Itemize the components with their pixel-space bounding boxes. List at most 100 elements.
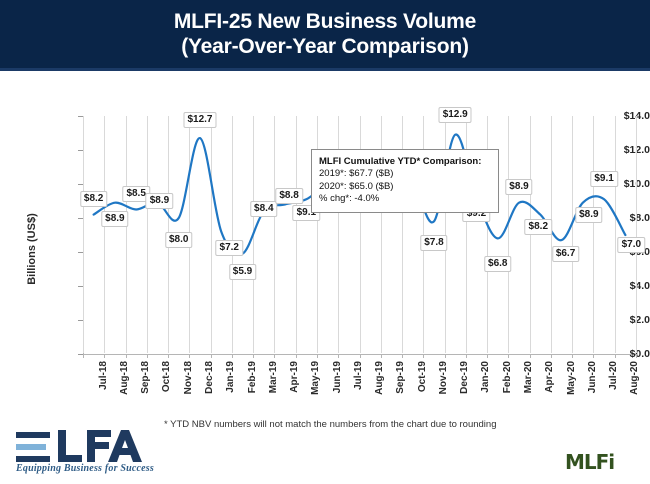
data-point-label: $12.9 [438, 106, 472, 123]
data-point-label: $6.7 [551, 246, 580, 263]
data-point-label: $8.9 [101, 210, 129, 227]
data-point-label: $8.9 [145, 192, 174, 209]
x-axis-tick-mark [210, 354, 212, 358]
y-axis-tick-label: $2.0 [629, 314, 650, 326]
x-axis-tick-mark [529, 354, 531, 358]
gridline [593, 116, 595, 353]
x-axis-tick-mark [295, 354, 297, 358]
x-axis-tick-mark [508, 354, 510, 358]
y-axis-tick-mark [78, 320, 83, 321]
gridline [316, 116, 318, 353]
x-axis-tick-mark [338, 354, 340, 358]
data-point-label: $8.0 [164, 232, 193, 248]
x-axis-tick-label: Sep-18 [140, 361, 152, 394]
y-axis-tick-mark [78, 150, 83, 151]
y-axis-tick-label: $0.0 [629, 348, 650, 360]
gridline [380, 116, 382, 353]
gridline [550, 116, 552, 353]
x-axis-tick-label: Jan-20 [480, 361, 492, 393]
callout-row-2020: 2020*: $65.0 ($B) [319, 180, 394, 192]
data-point-label: $9.1 [590, 171, 618, 188]
x-axis-tick-label: Aug-20 [629, 361, 641, 395]
x-axis-tick-mark [168, 354, 170, 358]
x-axis-tick-label: May-19 [310, 361, 322, 395]
x-axis-tick-label: Aug-19 [374, 361, 386, 395]
x-axis-tick-label: May-20 [565, 361, 577, 395]
y-axis-tick-mark [78, 218, 83, 219]
x-axis-tick-label: Jun-19 [331, 361, 343, 394]
x-axis-tick-mark [572, 354, 574, 358]
x-axis-tick-label: Dec-18 [203, 361, 215, 394]
data-point-label: $8.2 [524, 218, 553, 235]
x-axis-tick-mark [636, 354, 637, 358]
y-axis-tick-mark [78, 252, 83, 253]
ytd-comparison-callout: MLFI Cumulative YTD* Comparison: 2019*: … [311, 149, 499, 213]
y-axis-tick-label: $4.0 [629, 280, 650, 292]
chart-container: Billions (US$) $0.0$2.0$4.0$6.0$8.0$10.0… [0, 68, 650, 416]
data-point-label: $6.8 [484, 256, 512, 273]
x-axis-tick-label: Nov-18 [182, 361, 194, 395]
page-title-line-1: MLFI-25 New Business Volume [173, 10, 477, 33]
x-axis-tick-label: Oct-19 [416, 361, 428, 393]
x-axis-tick-mark [359, 354, 361, 358]
y-axis-tick-mark [78, 354, 83, 355]
gridline [402, 116, 404, 353]
x-axis-tick-label: Jul-20 [608, 361, 620, 390]
gridline [125, 116, 127, 353]
elfa-logo [16, 430, 142, 462]
gridline [295, 116, 297, 353]
data-point-label: $8.9 [505, 178, 533, 195]
x-axis-tick-mark [593, 354, 595, 358]
x-axis-tick-mark [614, 354, 616, 358]
gridline [487, 116, 489, 353]
elfa-tagline: Equipping Business for Success [16, 463, 154, 474]
y-axis-tick-mark [78, 116, 83, 117]
data-point-label: $7.8 [420, 235, 448, 252]
x-axis-tick-mark [487, 354, 489, 358]
gridline [274, 116, 276, 353]
x-axis-tick-label: Feb-20 [501, 361, 513, 394]
x-axis-tick-label: Aug-18 [118, 361, 130, 395]
data-point-label: $12.7 [183, 112, 217, 129]
x-axis-tick-label: Mar-19 [267, 361, 279, 394]
data-point-label: $8.8 [275, 188, 303, 205]
mlfi-logo: MLFi [565, 450, 615, 474]
callout-row-2019: 2019*: $67.7 ($B) [319, 168, 394, 179]
gridline [104, 116, 106, 353]
data-point-label: $8.4 [250, 201, 278, 218]
x-axis-tick-label: Jan-19 [225, 361, 237, 393]
x-axis-tick-mark [231, 354, 233, 358]
x-axis-tick-label: Dec-19 [459, 361, 471, 394]
x-axis-tick-label: Jul-18 [97, 361, 109, 390]
x-axis-tick-label: Sep-19 [395, 361, 407, 394]
title-banner: MLFI-25 New Business Volume (Year-Over-Y… [0, 0, 650, 71]
data-point-label: $5.9 [228, 263, 257, 280]
x-axis-tick-label: Apr-20 [544, 361, 556, 393]
x-axis-tick-mark [274, 354, 276, 358]
callout-row-pct-change: % chg*: -4.0% [319, 193, 380, 204]
gridline [465, 116, 467, 353]
gridline [572, 116, 574, 353]
gridline [338, 116, 340, 353]
x-axis-tick-label: Feb-19 [246, 361, 258, 394]
x-axis-tick-mark [104, 354, 106, 358]
x-axis-tick-mark [444, 354, 446, 358]
gridline [231, 116, 233, 353]
y-axis-tick-mark [78, 286, 83, 287]
gridline [614, 116, 616, 353]
x-axis-tick-label: Jul-19 [352, 361, 364, 390]
x-axis-tick-mark [402, 354, 404, 358]
x-axis-tick-mark [253, 354, 255, 358]
gridline [83, 116, 84, 353]
x-axis-tick-label: Apr-19 [289, 361, 301, 393]
y-axis-title: Billions (US$) [26, 213, 38, 285]
x-axis-tick-mark [316, 354, 318, 358]
gridline [444, 116, 446, 353]
page-title-line-2: (Year-Over-Year Comparison) [181, 35, 469, 58]
x-axis-tick-mark [423, 354, 425, 358]
x-axis-tick-label: Oct-18 [161, 361, 173, 393]
x-axis-tick-label: Nov-19 [437, 361, 449, 395]
y-axis-tick-mark [78, 184, 83, 185]
gridline [423, 116, 425, 353]
gridline [359, 116, 361, 353]
